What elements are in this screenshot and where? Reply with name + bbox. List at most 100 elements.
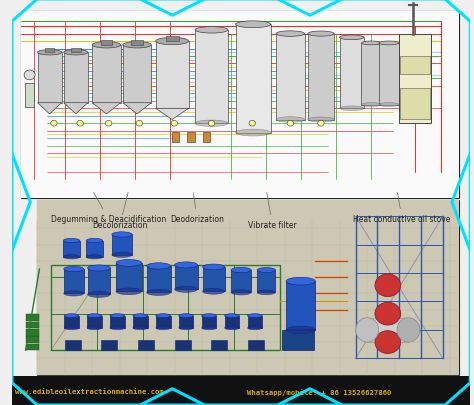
Bar [92,46,121,103]
Polygon shape [123,103,151,115]
Ellipse shape [88,265,110,271]
Text: Vibrate filter: Vibrate filter [248,193,297,230]
Circle shape [208,121,215,127]
Bar [63,241,80,257]
Circle shape [105,121,112,127]
Bar [225,316,239,328]
Ellipse shape [179,326,193,330]
Ellipse shape [112,252,132,258]
Bar [64,316,79,328]
Bar [101,340,118,350]
Bar [12,376,470,405]
Bar [179,316,193,328]
Ellipse shape [379,42,399,46]
Ellipse shape [362,103,381,107]
Ellipse shape [231,268,251,273]
Ellipse shape [195,28,228,34]
Bar [123,46,151,103]
Bar [172,132,180,143]
Bar [308,34,334,120]
Ellipse shape [87,314,102,318]
Ellipse shape [195,121,228,127]
Ellipse shape [308,32,334,37]
Text: Heat conductive oil stove: Heat conductive oil stove [354,193,451,224]
Polygon shape [155,109,189,120]
Ellipse shape [174,262,198,269]
Ellipse shape [123,43,151,49]
Ellipse shape [276,117,304,123]
Text: Deodorization: Deodorization [170,193,224,224]
Bar [400,57,430,75]
Bar [286,281,315,330]
Circle shape [77,121,83,127]
Ellipse shape [156,314,171,318]
Bar [26,84,34,108]
Ellipse shape [339,36,364,41]
Ellipse shape [64,291,84,296]
Bar [138,340,154,350]
Circle shape [136,121,143,127]
Circle shape [375,274,401,297]
Ellipse shape [146,263,171,269]
Text: www.edibleoilextractionmachine.com: www.edibleoilextractionmachine.com [16,388,164,394]
Ellipse shape [286,277,315,286]
Ellipse shape [174,287,198,292]
Bar [400,89,430,120]
Ellipse shape [247,326,262,330]
Bar [88,268,110,294]
Ellipse shape [63,255,80,259]
Ellipse shape [133,314,147,318]
Circle shape [318,121,324,127]
Bar [87,316,102,328]
Ellipse shape [276,32,304,37]
Ellipse shape [64,326,79,330]
Bar [231,271,251,292]
Ellipse shape [225,326,239,330]
Ellipse shape [379,103,399,107]
Ellipse shape [110,314,125,318]
Ellipse shape [155,38,189,46]
Bar [156,316,171,328]
Text: Decolorization: Decolorization [92,193,147,230]
Ellipse shape [112,232,132,238]
Bar [174,340,191,350]
Bar [26,329,39,336]
Ellipse shape [202,326,216,330]
Bar [211,340,228,350]
Ellipse shape [133,326,147,330]
Ellipse shape [63,239,80,243]
Bar [37,53,62,103]
Ellipse shape [225,314,239,318]
Circle shape [375,303,401,325]
Ellipse shape [202,264,225,270]
Bar [26,344,39,350]
Circle shape [287,121,293,127]
Bar [37,200,459,375]
Ellipse shape [37,51,62,56]
Bar [257,271,275,292]
Ellipse shape [64,314,79,318]
Polygon shape [37,103,62,115]
Circle shape [51,121,57,127]
Bar [202,267,225,292]
Bar [71,49,81,53]
Bar [26,322,39,328]
Bar [276,34,304,120]
Bar [110,316,125,328]
Bar [236,25,271,133]
Bar [64,53,88,103]
Ellipse shape [92,43,121,49]
Bar [133,316,147,328]
Bar [116,263,142,292]
Polygon shape [92,103,121,115]
Circle shape [171,121,178,127]
Ellipse shape [116,288,142,295]
Bar [339,38,364,109]
Bar [367,318,409,342]
Bar [195,31,228,124]
Bar [248,340,264,350]
Bar [247,316,262,328]
Polygon shape [64,103,88,115]
Ellipse shape [231,290,251,295]
Ellipse shape [257,290,275,295]
